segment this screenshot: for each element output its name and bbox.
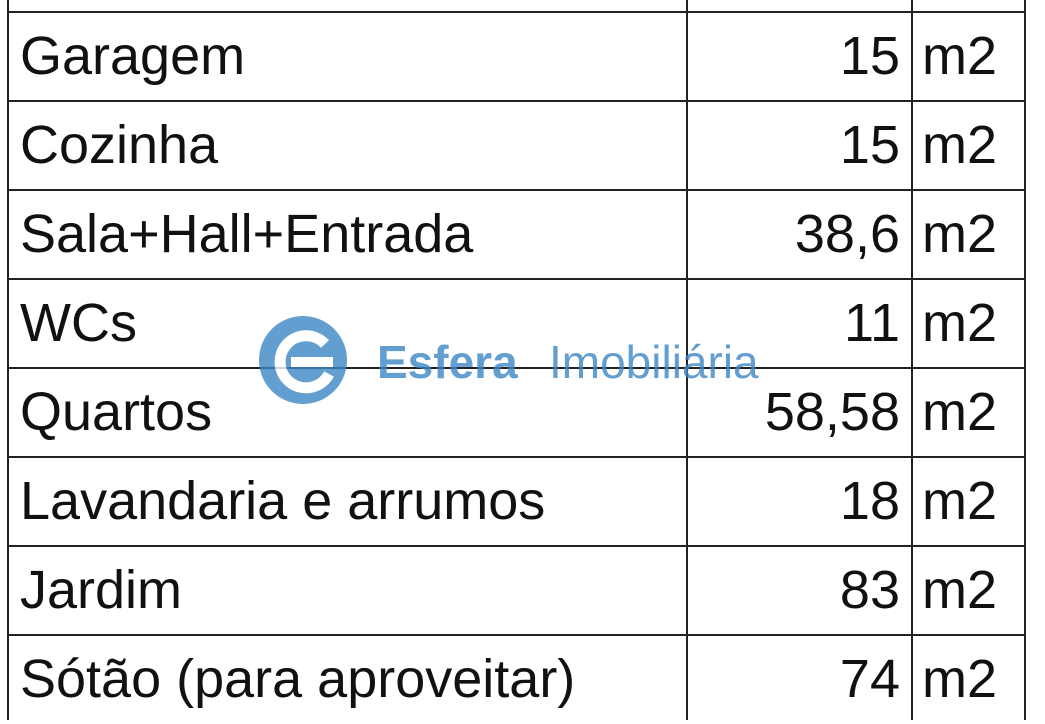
area-value: 58,58 (764, 382, 900, 442)
area-unit: m2 (922, 293, 998, 353)
room-name: Jardim (20, 560, 183, 620)
area-unit: m2 (922, 471, 998, 531)
area-value: 18 (839, 471, 900, 531)
area-unit: m2 (922, 560, 998, 620)
room-name: Sala+Hall+Entrada (20, 204, 474, 264)
area-unit: m2 (922, 649, 998, 709)
room-name: Garagem (20, 26, 246, 86)
room-name: Quartos (20, 382, 213, 442)
room-name: Cozinha (20, 115, 219, 175)
area-unit: m2 (922, 382, 998, 442)
area-value: 38,6 (794, 204, 900, 264)
watermark-tagline: Imobiliária (549, 336, 759, 388)
watermark-logo-mark (274, 330, 334, 394)
watermark: Esfera Imobiliária (259, 316, 759, 404)
area-value: 83 (839, 560, 900, 620)
area-value: 74 (839, 649, 900, 709)
room-name: Sótão (para aproveitar) (20, 649, 576, 709)
area-unit: m2 (922, 204, 998, 264)
room-name: WCs (20, 293, 137, 353)
area-value: 15 (839, 115, 900, 175)
area-value: 11 (843, 293, 900, 353)
area-unit: m2 (922, 115, 998, 175)
area-unit: m2 (922, 26, 998, 86)
area-value: 15 (839, 26, 900, 86)
watermark-brand: Esfera (377, 336, 518, 388)
room-name: Lavandaria e arrumos (20, 471, 546, 531)
